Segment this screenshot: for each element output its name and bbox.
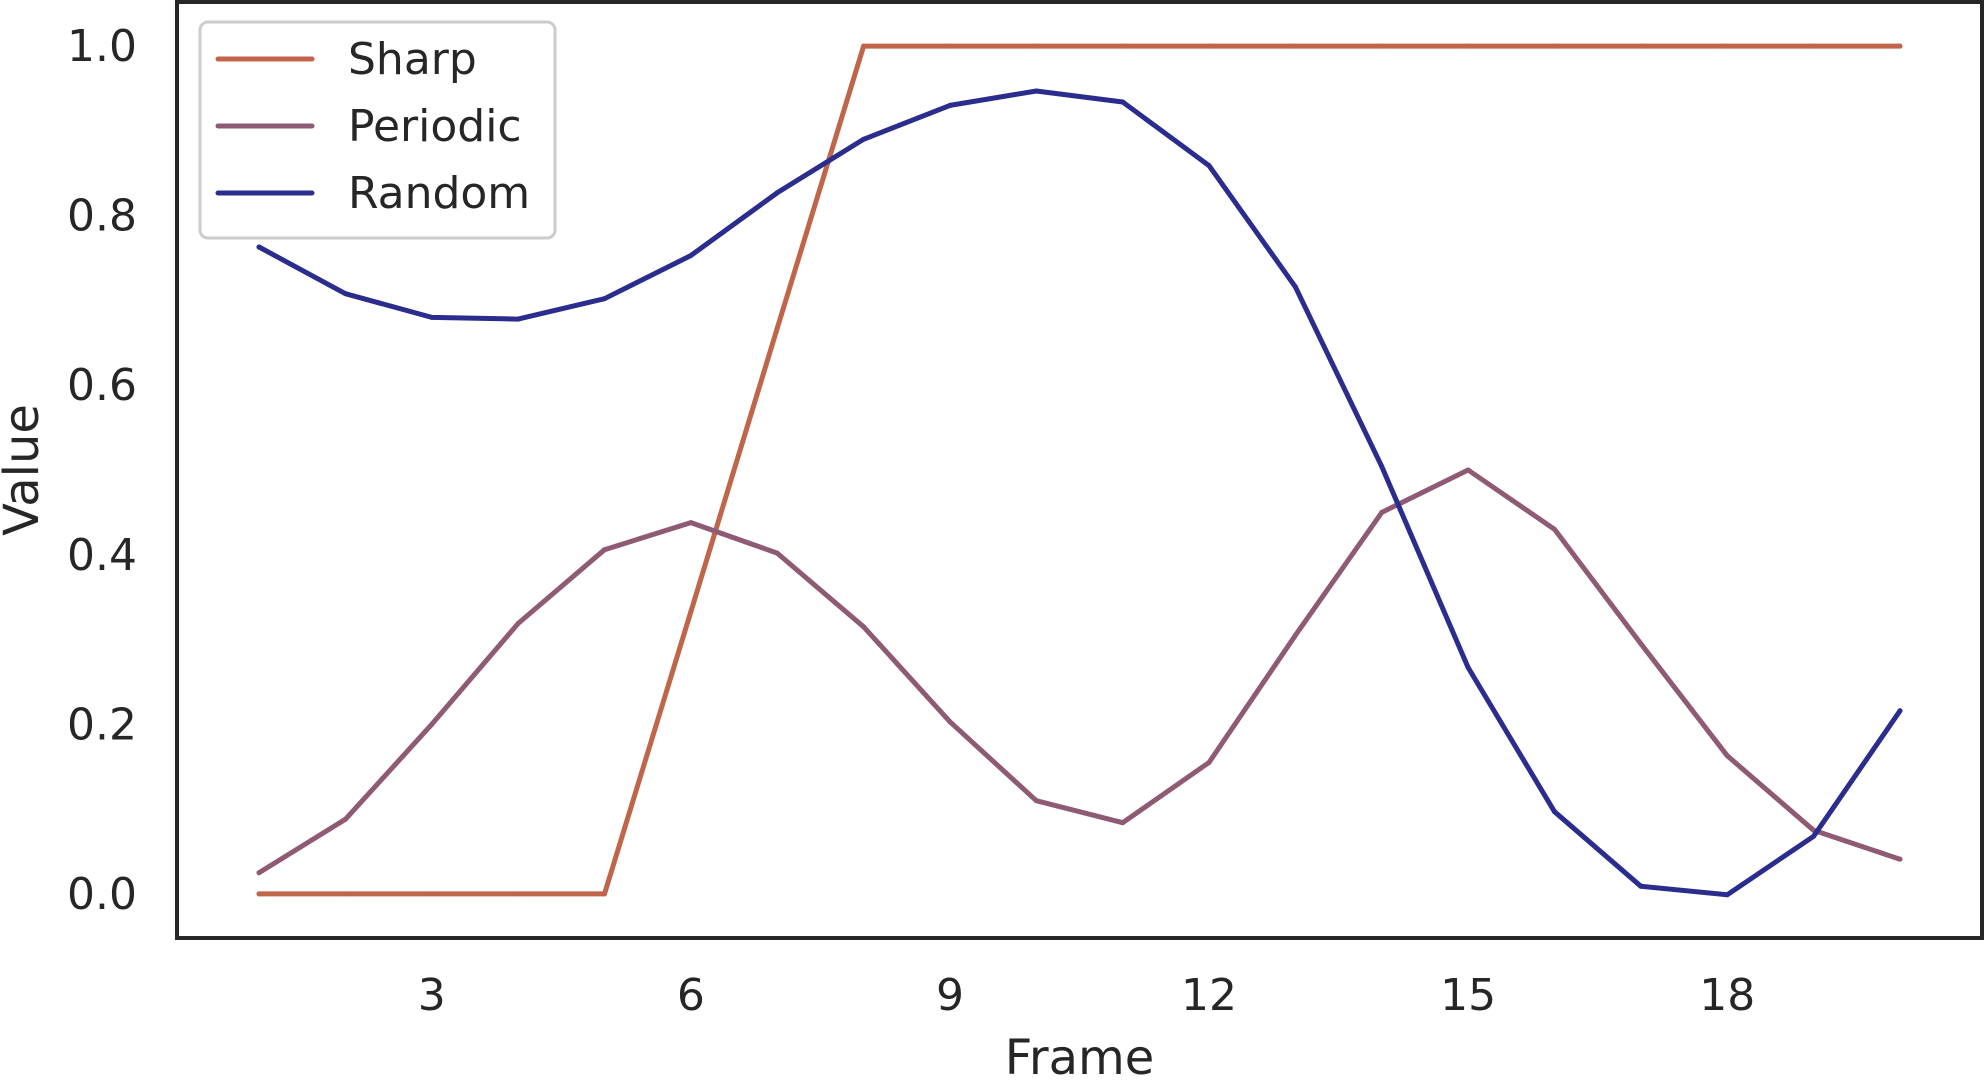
- data-point-sharp: [1552, 43, 1557, 49]
- data-point-random: [1292, 284, 1298, 290]
- data-point-periodic: [861, 624, 867, 630]
- y-tick-label: 0.8: [67, 191, 137, 242]
- data-point-sharp: [774, 325, 780, 331]
- data-point-sharp: [342, 891, 348, 897]
- data-point-random: [1206, 163, 1212, 169]
- data-point-random: [1724, 892, 1730, 898]
- data-point-sharp: [256, 891, 262, 897]
- data-point-random: [861, 136, 867, 142]
- legend-label-random: Random: [348, 168, 530, 219]
- x-tick-label: 6: [677, 970, 705, 1021]
- data-point-sharp: [1379, 43, 1385, 49]
- y-tick-label: 1.0: [67, 21, 137, 72]
- x-tick-labels: 3 6 9 12 15 18: [418, 970, 1755, 1021]
- data-point-random: [429, 314, 435, 320]
- data-point-sharp: [429, 891, 435, 897]
- data-point-periodic: [1120, 820, 1126, 826]
- series-line-random: [256, 88, 1903, 898]
- data-point-sharp: [1724, 43, 1730, 49]
- data-point-random: [602, 296, 607, 302]
- series-layer: [256, 43, 1903, 898]
- data-point-periodic: [1033, 798, 1039, 804]
- legend-box: [198, 20, 557, 240]
- x-axis-label: Frame: [1005, 1030, 1155, 1086]
- legend-label-sharp: Sharp: [348, 34, 477, 85]
- data-point-periodic: [602, 547, 607, 553]
- y-tick-label: 0.6: [67, 360, 137, 411]
- data-point-random: [947, 102, 953, 108]
- data-point-random: [1897, 708, 1903, 714]
- x-tick-label: 3: [418, 970, 446, 1021]
- data-point-periodic: [1379, 509, 1385, 515]
- data-point-sharp: [1206, 43, 1212, 49]
- data-point-periodic: [774, 550, 780, 556]
- data-point-periodic: [1465, 467, 1471, 473]
- data-point-sharp: [1897, 43, 1903, 49]
- data-point-sharp: [688, 609, 694, 615]
- data-point-random: [342, 291, 348, 297]
- data-point-periodic: [429, 721, 435, 727]
- data-point-periodic: [947, 719, 953, 725]
- series-line-sharp: [256, 43, 1903, 897]
- data-point-periodic: [1724, 753, 1730, 759]
- y-tick-label: 0.2: [67, 699, 137, 750]
- data-point-periodic: [515, 620, 521, 626]
- data-point-random: [688, 253, 694, 258]
- data-point-sharp: [1465, 43, 1471, 49]
- data-point-sharp: [602, 891, 607, 897]
- data-point-random: [774, 190, 780, 196]
- data-point-sharp: [1120, 43, 1126, 49]
- x-tick-label: 9: [936, 970, 964, 1021]
- data-point-periodic: [688, 520, 694, 526]
- data-point-periodic: [256, 870, 262, 876]
- data-point-random: [1638, 883, 1644, 889]
- y-tick-labels: 0.0 0.2 0.4 0.6 0.8 1.0: [67, 21, 137, 920]
- data-point-random: [256, 244, 262, 250]
- x-tick-label: 15: [1440, 970, 1496, 1021]
- data-point-random: [515, 316, 521, 322]
- data-point-periodic: [1552, 526, 1557, 532]
- legend: Sharp Periodic Random: [198, 20, 557, 240]
- data-point-random: [1552, 809, 1557, 815]
- data-point-random: [1033, 88, 1039, 94]
- data-point-periodic: [1206, 760, 1212, 765]
- series-line-periodic: [256, 467, 1903, 876]
- data-point-sharp: [861, 43, 867, 49]
- data-point-periodic: [1292, 632, 1298, 638]
- data-point-random: [1379, 464, 1385, 470]
- y-tick-label: 0.4: [67, 530, 137, 581]
- data-point-periodic: [1638, 641, 1644, 647]
- x-tick-label: 18: [1699, 970, 1755, 1021]
- x-tick-label: 12: [1181, 970, 1237, 1021]
- legend-label-periodic: Periodic: [348, 101, 522, 152]
- data-point-random: [1120, 99, 1126, 105]
- data-point-periodic: [1897, 856, 1903, 862]
- data-point-sharp: [1033, 43, 1039, 49]
- data-point-random: [1465, 665, 1471, 671]
- data-point-random: [1811, 833, 1817, 839]
- y-tick-label: 0.0: [67, 869, 137, 920]
- data-point-sharp: [1292, 43, 1298, 49]
- data-point-sharp: [515, 891, 521, 897]
- data-point-periodic: [342, 816, 348, 822]
- data-point-sharp: [1811, 43, 1817, 49]
- y-axis-label: Value: [0, 404, 50, 536]
- data-point-sharp: [947, 43, 953, 49]
- data-point-sharp: [1638, 43, 1644, 49]
- plot-area-frame: [175, 0, 1984, 940]
